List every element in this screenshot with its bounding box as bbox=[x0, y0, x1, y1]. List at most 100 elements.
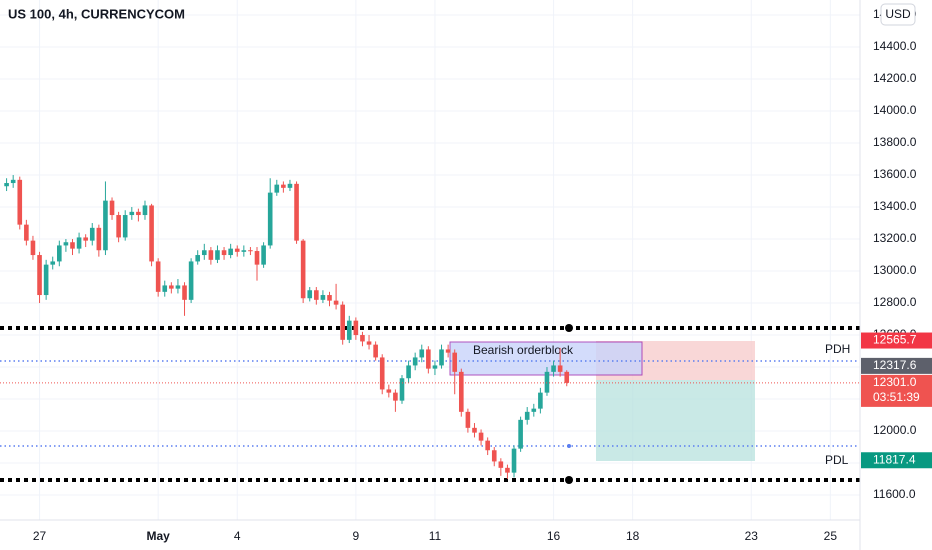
candle-body bbox=[478, 432, 484, 441]
candle-body bbox=[544, 371, 550, 393]
y-tick-label: 12800.0 bbox=[873, 295, 917, 309]
candle-body bbox=[109, 200, 115, 216]
candle-body bbox=[531, 408, 537, 412]
candle-body bbox=[432, 365, 438, 369]
price-label-box bbox=[861, 452, 932, 469]
price-label-box bbox=[861, 357, 932, 374]
candle-body bbox=[129, 211, 135, 216]
orderblock-label: Bearish orderblock bbox=[473, 343, 574, 357]
candle-body bbox=[327, 295, 332, 301]
pdl-label: PDL bbox=[825, 453, 849, 467]
candle-body bbox=[50, 261, 56, 265]
target-zone bbox=[596, 380, 755, 461]
candle-body bbox=[122, 215, 128, 238]
candle-body bbox=[426, 349, 431, 369]
candle-body bbox=[195, 255, 201, 262]
candle-body bbox=[491, 450, 497, 462]
candle-body bbox=[320, 295, 326, 300]
candle-body bbox=[346, 320, 352, 340]
axes: 11600.011800.012000.012200.012400.012600… bbox=[33, 7, 932, 543]
y-tick-label: 13200.0 bbox=[873, 231, 917, 245]
countdown: 03:51:39 bbox=[873, 390, 920, 404]
y-tick-label: 13000.0 bbox=[873, 263, 917, 277]
candle-body bbox=[267, 192, 273, 246]
y-tick-label: 13800.0 bbox=[873, 135, 917, 149]
candle-body bbox=[353, 320, 359, 336]
level-anchor bbox=[565, 324, 573, 332]
y-tick-label: 13400.0 bbox=[873, 199, 917, 213]
candle-body bbox=[175, 285, 181, 289]
candle-body bbox=[340, 304, 345, 340]
x-tick-label: 16 bbox=[547, 529, 561, 543]
candle-body bbox=[287, 183, 293, 188]
y-tick-label: 12000.0 bbox=[873, 423, 917, 437]
candle-body bbox=[4, 183, 9, 187]
pdh-label: PDH bbox=[825, 342, 850, 356]
candle-body bbox=[162, 285, 168, 292]
candle-body bbox=[485, 440, 490, 451]
currency-button[interactable] bbox=[880, 3, 916, 26]
candle-body bbox=[89, 227, 95, 241]
candle-body bbox=[96, 227, 102, 251]
candle-body bbox=[208, 250, 214, 260]
candle-body bbox=[373, 344, 378, 358]
price-label-box bbox=[861, 374, 932, 407]
x-tick-label: 4 bbox=[234, 529, 241, 543]
candle-body bbox=[188, 261, 194, 300]
x-tick-label: 23 bbox=[745, 529, 759, 543]
candle-body bbox=[182, 285, 187, 300]
price-label: 12317.6 bbox=[873, 358, 917, 372]
candle-body bbox=[215, 250, 220, 260]
currency-label[interactable]: USD bbox=[885, 7, 911, 21]
candle-body bbox=[149, 205, 154, 262]
x-tick-label: 27 bbox=[33, 529, 47, 543]
candle-body bbox=[386, 389, 392, 393]
y-tick-label: 14000.0 bbox=[873, 103, 917, 117]
candle-body bbox=[557, 365, 563, 372]
candle-body bbox=[274, 184, 280, 193]
candle-body bbox=[281, 184, 286, 188]
candle-body bbox=[314, 290, 319, 300]
candle-body bbox=[37, 255, 42, 296]
candle-body bbox=[333, 300, 339, 305]
candle-body bbox=[241, 250, 247, 252]
candle-body bbox=[505, 467, 510, 473]
candle-body bbox=[399, 378, 405, 401]
candle-body bbox=[551, 365, 556, 372]
orderblock-box bbox=[449, 341, 643, 376]
candle-body bbox=[142, 205, 148, 216]
candle-body bbox=[63, 242, 69, 246]
x-tick-label: 25 bbox=[824, 529, 838, 543]
candle-body bbox=[439, 349, 444, 366]
candle-body bbox=[76, 237, 82, 249]
price-label: 12301.0 bbox=[873, 375, 917, 389]
candle-body bbox=[254, 251, 260, 265]
candle-body bbox=[17, 179, 23, 225]
price-label-box bbox=[861, 332, 932, 349]
y-tick-label: 11600.0 bbox=[873, 487, 916, 501]
candle-body bbox=[10, 179, 16, 184]
candle-body bbox=[524, 411, 530, 420]
candle-body bbox=[412, 357, 418, 366]
candle-body bbox=[419, 349, 425, 358]
candle-body bbox=[155, 261, 161, 292]
candle-body bbox=[366, 341, 372, 345]
x-tick-label: 9 bbox=[353, 529, 360, 543]
candle-body bbox=[379, 357, 385, 390]
candle-body bbox=[498, 461, 504, 468]
candle-body bbox=[458, 371, 464, 412]
x-tick-label: 18 bbox=[626, 529, 640, 543]
candle-body bbox=[406, 365, 411, 379]
candle-body bbox=[221, 250, 227, 256]
candle-body bbox=[201, 250, 207, 256]
candle-body bbox=[294, 183, 299, 241]
candle-body bbox=[564, 371, 570, 383]
candle-body bbox=[70, 242, 75, 249]
chart-title: US 100, 4h, CURRENCYCOM bbox=[8, 6, 185, 21]
candle-body bbox=[518, 419, 523, 449]
candle-body bbox=[393, 392, 398, 401]
candle-body bbox=[360, 335, 365, 342]
candle-body bbox=[116, 215, 121, 238]
